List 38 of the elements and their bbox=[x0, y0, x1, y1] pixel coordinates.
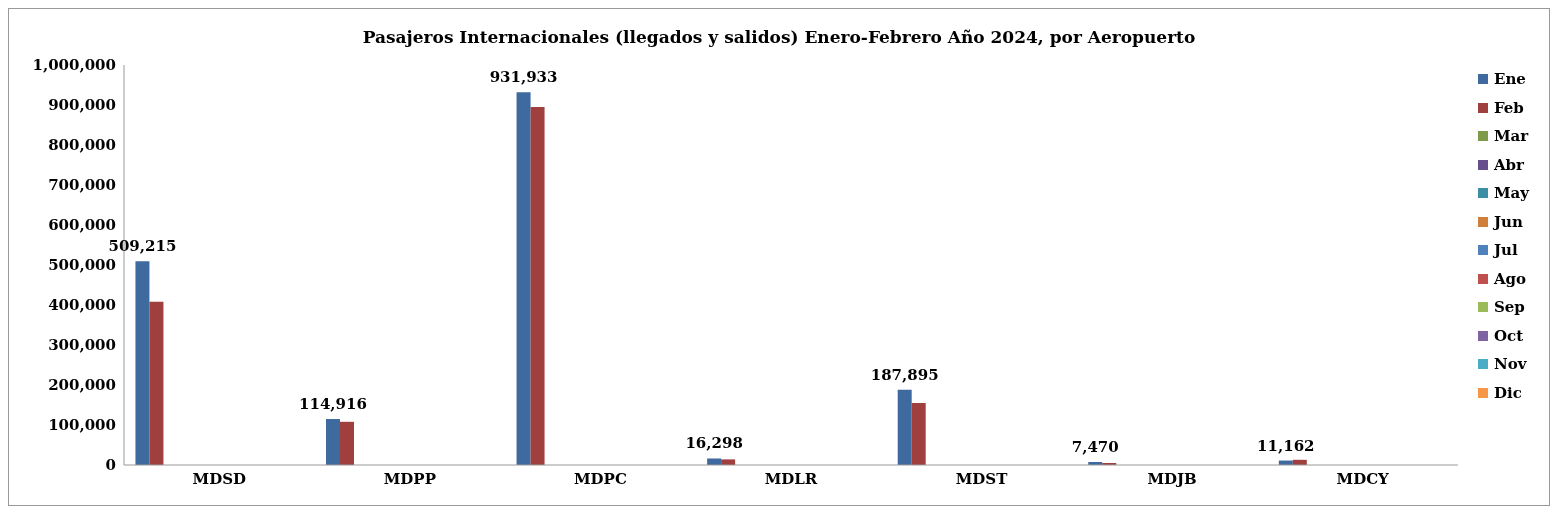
x-tick-label: MDSD bbox=[192, 469, 247, 488]
x-tick-label: MDJB bbox=[1147, 469, 1197, 488]
x-tick-label: MDCY bbox=[1336, 469, 1390, 488]
legend-label: Jul bbox=[1493, 240, 1518, 261]
y-tick-label: 300,000 bbox=[48, 336, 116, 355]
legend-label: Sep bbox=[1493, 297, 1525, 318]
data-label: 114,916 bbox=[299, 395, 367, 414]
y-tick-label: 900,000 bbox=[48, 96, 116, 115]
legend-label: Dic bbox=[1493, 382, 1522, 404]
chart-title: Pasajeros Internacionales (llegados y salidos) Enero-Febrero Año 2024, por Aeropuerto bbox=[361, 26, 1197, 49]
data-label: 931,933 bbox=[489, 68, 558, 87]
legend-label: Abr bbox=[1493, 154, 1524, 176]
y-tick-label: 500,000 bbox=[48, 256, 116, 275]
x-tick-label: MDPC bbox=[573, 469, 627, 488]
legend-label: Mar bbox=[1493, 126, 1529, 147]
x-tick-label: MDPP bbox=[383, 469, 436, 488]
y-tick-label: 700,000 bbox=[48, 176, 116, 195]
y-tick-label: 400,000 bbox=[48, 296, 116, 315]
y-tick-label: 100,000 bbox=[48, 416, 116, 435]
y-tick-label: 200,000 bbox=[48, 376, 116, 395]
legend-label: Ago bbox=[1493, 268, 1527, 290]
y-tick-label: 800,000 bbox=[48, 136, 116, 155]
legend-label: Jun bbox=[1493, 211, 1523, 233]
x-tick-label: MDST bbox=[955, 469, 1009, 488]
legend-label: Nov bbox=[1493, 354, 1527, 375]
y-tick-label: 1,000,000 bbox=[32, 56, 116, 75]
data-label: 7,470 bbox=[1071, 438, 1119, 457]
legend-label: May bbox=[1493, 183, 1529, 204]
data-label: 509,215 bbox=[108, 237, 177, 256]
y-tick-label: 600,000 bbox=[48, 216, 116, 235]
legend-label: Ene bbox=[1493, 69, 1526, 90]
x-tick-label: MDLR bbox=[764, 469, 818, 488]
data-label: 16,298 bbox=[685, 434, 743, 453]
y-tick-label: 0 bbox=[105, 456, 116, 475]
data-label: 11,162 bbox=[1257, 436, 1315, 455]
legend-label: Feb bbox=[1493, 97, 1524, 119]
legend-label: Oct bbox=[1493, 325, 1524, 347]
data-label: 187,895 bbox=[870, 365, 939, 384]
